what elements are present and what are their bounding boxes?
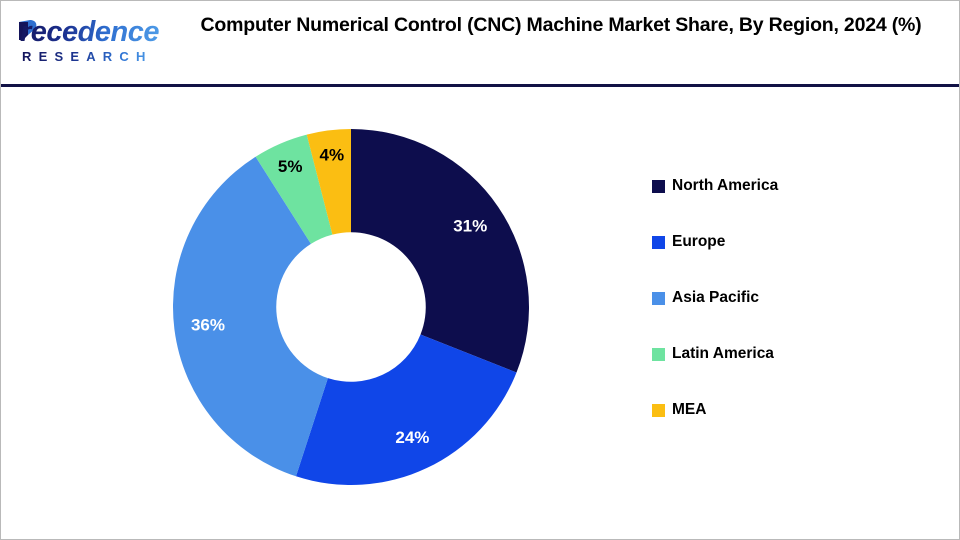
- logo-subtitle: RESEARCH: [22, 49, 153, 64]
- legend-label: Europe: [672, 233, 726, 250]
- donut-slice[interactable]: [295, 334, 517, 485]
- chart-body: 31% 24% 36% 5% 4% North America Europe Asia …: [1, 87, 959, 539]
- donut-slice[interactable]: [306, 129, 351, 235]
- donut-slice[interactable]: [173, 156, 328, 477]
- legend: North America Europe Asia Pacific Latin …: [652, 177, 912, 457]
- legend-item-mea[interactable]: MEA: [652, 401, 912, 457]
- header-bar: recedence RESEARCH Computer Numerical Co…: [1, 1, 959, 87]
- legend-item-latin-america[interactable]: Latin America: [652, 345, 912, 401]
- legend-item-north-america[interactable]: North America: [652, 177, 912, 233]
- slice-value-label: 24%: [395, 428, 429, 447]
- logo-wordmark: recedence: [20, 16, 160, 48]
- legend-item-asia-pacific[interactable]: Asia Pacific: [652, 289, 912, 345]
- legend-swatch-icon: [652, 348, 665, 361]
- donut-chart: 31% 24% 36% 5% 4%: [173, 129, 529, 485]
- chart-title: Computer Numerical Control (CNC) Machine…: [200, 14, 922, 36]
- legend-label: Latin America: [672, 345, 774, 362]
- slice-value-label: 31%: [453, 216, 487, 235]
- legend-item-europe[interactable]: Europe: [652, 233, 912, 289]
- legend-swatch-icon: [652, 180, 665, 193]
- slice-value-label: 4%: [320, 146, 345, 165]
- donut-slices: [173, 129, 529, 485]
- slice-value-label: 36%: [191, 316, 225, 335]
- legend-label: MEA: [672, 401, 707, 418]
- legend-swatch-icon: [652, 292, 665, 305]
- legend-swatch-icon: [652, 236, 665, 249]
- slice-value-label: 5%: [278, 157, 303, 176]
- header-divider: [1, 84, 959, 87]
- precedence-leaf-p-icon: [19, 20, 37, 40]
- donut-slice-labels: 31% 24% 36% 5% 4%: [191, 146, 487, 447]
- donut-slice[interactable]: [351, 129, 529, 373]
- legend-swatch-icon: [652, 404, 665, 417]
- donut-chart-svg: 31% 24% 36% 5% 4%: [173, 129, 529, 485]
- donut-slice[interactable]: [255, 134, 333, 244]
- precedence-research-logo: recedence RESEARCH: [14, 15, 174, 71]
- legend-label: Asia Pacific: [672, 289, 760, 306]
- legend-label: North America: [672, 177, 779, 194]
